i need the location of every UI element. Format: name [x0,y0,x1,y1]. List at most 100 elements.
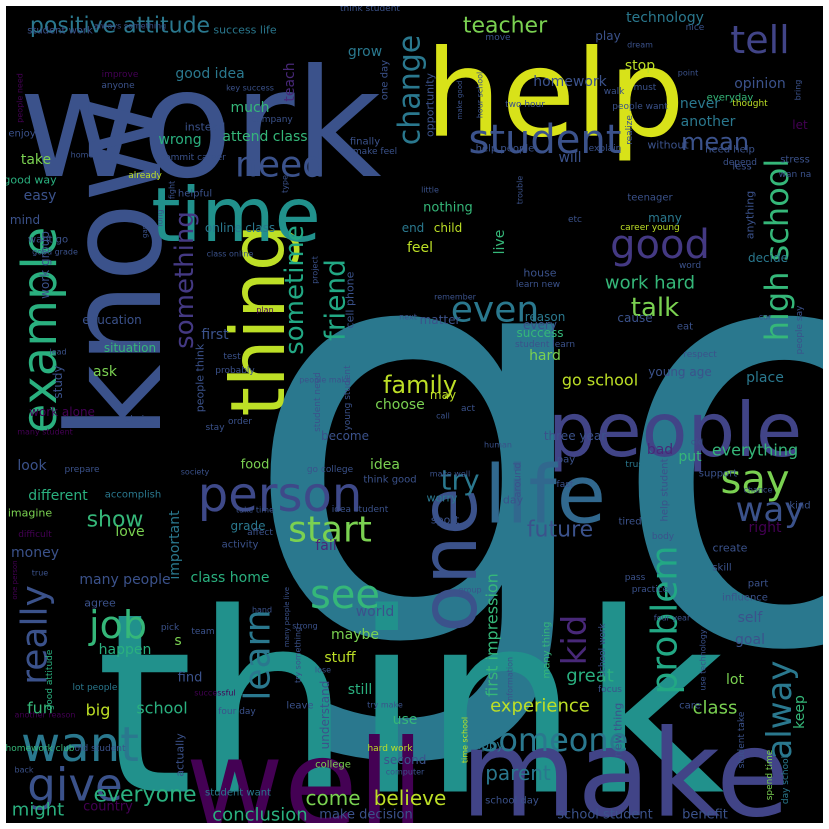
word-make-decision: make decision [319,808,412,823]
word-tired: tired [618,517,641,528]
word-something: something [170,211,200,349]
word-kid: kid [555,615,595,666]
word-make-well: make well [430,470,470,479]
word-try-make: try make [367,701,403,710]
word-support: support [699,469,737,480]
word-lose: lose [315,666,331,675]
word-one-day: one day [380,60,391,100]
word-cause: cause [617,311,652,325]
word-goal: goal [735,632,765,648]
word-reason: reason [525,310,566,324]
word-student: student [469,117,622,163]
word-depend: depend [723,158,757,168]
word-plan: plan [256,306,273,315]
word-family: family [383,371,457,399]
word-old: old [691,438,703,447]
word-country: country [83,800,133,815]
word-trouble: trouble [516,176,525,205]
word-stay: stay [205,423,225,433]
word-many: many [648,211,682,225]
word-time: time [151,171,320,259]
word-different: different [28,488,88,504]
word-might: might [12,800,64,821]
word-grade: grade [231,519,266,533]
word-help-people: help people [476,144,535,155]
word-show: show [87,508,144,533]
word-ask: ask [93,364,118,380]
word-work-hard: work hard [605,273,695,294]
word-two-hour: two hour [505,100,545,110]
word-start: start [288,510,372,551]
word-wrong: wrong [158,132,201,148]
word-every: every [523,318,557,332]
word-care: care [679,701,701,712]
word-success-life: success life [213,24,277,37]
word-people-need: people need [16,73,25,123]
word-day: day [503,494,524,507]
word-never: never [680,96,720,112]
word-nothing: nothing [423,201,473,216]
word-fun: fun [27,699,53,718]
word-problem: problem [645,546,686,695]
word-look: look [17,458,47,474]
word-stress: stress [780,155,810,166]
word-see: see [310,572,380,618]
word-think: think [95,560,724,824]
word-idea-student: idea student [332,505,389,515]
word-instead: instead [185,121,226,134]
word-child: child [434,221,463,235]
cloud-background [6,6,823,823]
word-actually: actually [174,733,187,777]
word-time-school: time school [461,717,470,763]
word-strong: strong [292,622,317,631]
word-job: job [88,603,147,647]
word-fight: fight [168,181,177,199]
word-school-student: school student [557,808,653,823]
word-little: little [421,186,439,195]
word-let: let [792,118,808,132]
word-group: group [458,586,481,595]
word-school: school [136,699,187,718]
word-school-day: school day [485,796,539,807]
word-opinion: opinion [734,76,786,92]
word-three-year: three year [544,429,606,443]
word-believe: believe [374,786,447,810]
word-pass: pass [625,573,646,583]
word-go-college: go college [307,465,354,475]
word-good-idea: good idea [175,66,244,82]
word-first-impression: first impression [483,573,502,697]
word-human: human [484,441,512,450]
word-use-technology: use technology [699,629,708,690]
word-respect: respect [683,350,717,360]
word-point: point [678,69,698,78]
word-education: education [82,313,142,327]
word-change: change [393,35,428,145]
word-career-young: career young [620,223,680,233]
word-explain: explain [589,144,622,154]
word-may: may [430,388,456,402]
word-activity: activity [222,540,259,551]
word-move: move [485,33,511,43]
word-mind: mind [10,213,40,227]
word-people: people [548,386,802,474]
word-company: company [251,115,293,125]
word-good: good [610,222,710,268]
word-help: help [425,26,684,165]
word-already: already [128,171,162,181]
word-future: future [527,518,593,543]
word-example: example [12,227,68,434]
word-people-make: people make [299,376,351,385]
word-live: live [492,230,508,255]
word-skill: skill [712,563,731,574]
word-walk: walk [604,87,625,97]
word-work: work [19,38,382,212]
word-easy: easy [24,188,57,204]
word-young-age: young age [648,365,711,379]
word-go-school: go school [562,371,638,390]
word-learn: learn [238,609,279,700]
word-word: word [679,261,701,271]
word-dream: dream [627,41,653,50]
word-sometime: sometime [280,225,310,355]
word-teacher: teacher [463,14,548,39]
